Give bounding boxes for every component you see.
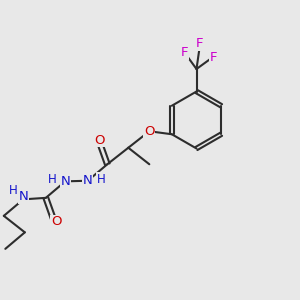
Text: H: H	[97, 173, 106, 186]
Text: H: H	[47, 173, 56, 186]
Text: N: N	[60, 175, 70, 188]
Text: H: H	[8, 184, 17, 197]
Text: F: F	[209, 50, 217, 64]
Text: N: N	[83, 174, 93, 187]
Text: N: N	[18, 190, 28, 203]
Text: O: O	[94, 134, 105, 147]
Text: O: O	[144, 125, 154, 138]
Text: F: F	[196, 37, 203, 50]
Text: O: O	[51, 215, 62, 228]
Text: F: F	[181, 46, 188, 59]
